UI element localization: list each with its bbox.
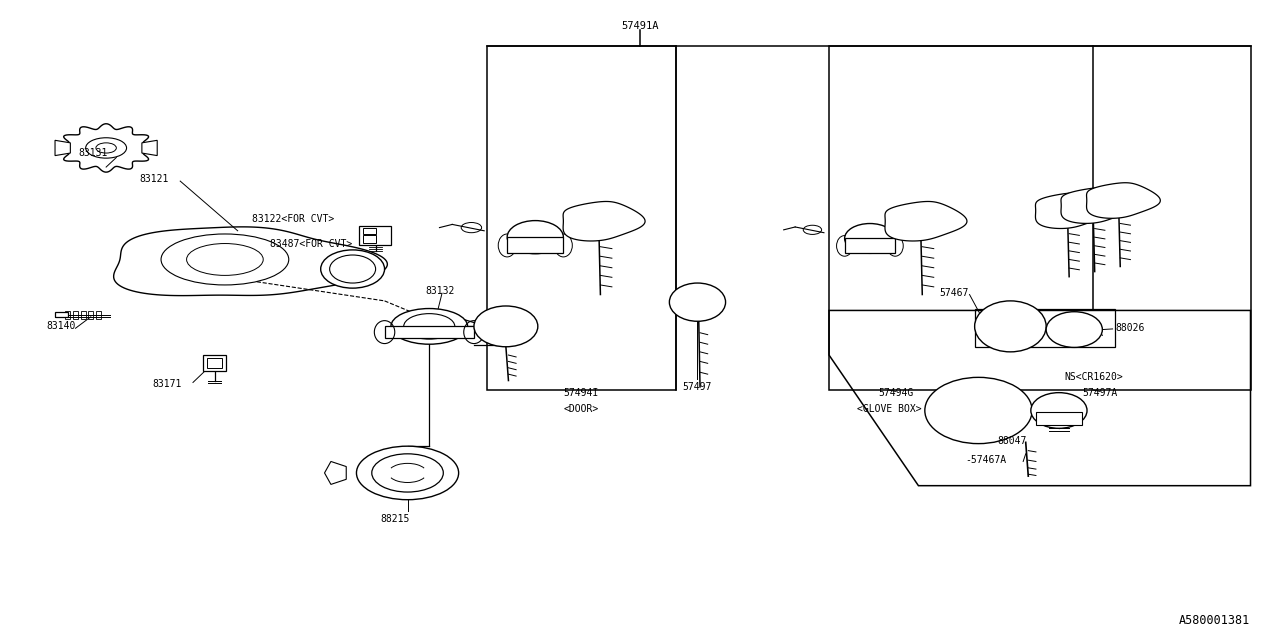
Bar	[81, 311, 86, 319]
Bar	[358, 226, 390, 245]
Bar	[362, 228, 375, 234]
Polygon shape	[55, 140, 70, 156]
Text: <GLOVE BOX>: <GLOVE BOX>	[856, 404, 922, 414]
Bar	[55, 312, 68, 317]
Text: <DOOR>: <DOOR>	[563, 404, 599, 414]
Text: 83132: 83132	[425, 286, 454, 296]
Polygon shape	[325, 461, 346, 484]
Bar	[204, 355, 227, 371]
Bar	[65, 311, 70, 319]
Ellipse shape	[321, 250, 384, 288]
Ellipse shape	[1046, 312, 1102, 348]
Bar	[207, 358, 223, 369]
Text: 57494I: 57494I	[563, 388, 599, 398]
Polygon shape	[563, 202, 645, 241]
Ellipse shape	[845, 223, 895, 253]
Ellipse shape	[1030, 393, 1087, 428]
Bar	[73, 311, 78, 319]
Ellipse shape	[356, 446, 458, 500]
Bar	[96, 311, 101, 319]
Bar	[829, 46, 1251, 390]
Polygon shape	[114, 227, 388, 296]
Text: 88047: 88047	[997, 436, 1027, 446]
Ellipse shape	[974, 301, 1046, 352]
Polygon shape	[1036, 193, 1110, 228]
Bar	[486, 46, 676, 390]
Bar	[88, 311, 93, 319]
Text: 83122<FOR CVT>: 83122<FOR CVT>	[252, 214, 334, 224]
Circle shape	[96, 143, 116, 153]
Text: 57491A: 57491A	[621, 20, 659, 31]
Bar	[845, 239, 895, 253]
Ellipse shape	[507, 221, 563, 253]
Text: A580001381: A580001381	[1179, 614, 1251, 627]
Bar	[974, 308, 1115, 347]
Polygon shape	[884, 202, 966, 241]
Bar	[507, 237, 563, 253]
Text: 88215: 88215	[380, 514, 410, 524]
Text: 83487<FOR CVT>: 83487<FOR CVT>	[270, 239, 352, 248]
Bar	[384, 326, 474, 338]
Ellipse shape	[390, 308, 467, 344]
Bar	[1036, 412, 1082, 425]
Text: NS<CR1620>: NS<CR1620>	[1064, 372, 1123, 382]
Text: 57467: 57467	[938, 288, 968, 298]
Polygon shape	[58, 124, 155, 172]
Bar	[362, 236, 375, 243]
Text: 88026: 88026	[1115, 323, 1144, 333]
Text: 83121: 83121	[140, 173, 169, 184]
Polygon shape	[1087, 183, 1161, 218]
Ellipse shape	[474, 306, 538, 347]
Text: 57494G: 57494G	[878, 388, 913, 398]
Text: -57467A: -57467A	[965, 455, 1007, 465]
Ellipse shape	[669, 283, 726, 321]
Polygon shape	[1061, 188, 1135, 223]
Text: 57497: 57497	[682, 382, 712, 392]
Polygon shape	[142, 140, 157, 156]
Ellipse shape	[925, 378, 1032, 444]
Text: 83171: 83171	[152, 379, 182, 388]
Text: 83140: 83140	[46, 321, 76, 332]
Text: 83131: 83131	[78, 148, 108, 158]
Text: 57497A: 57497A	[1082, 388, 1117, 398]
